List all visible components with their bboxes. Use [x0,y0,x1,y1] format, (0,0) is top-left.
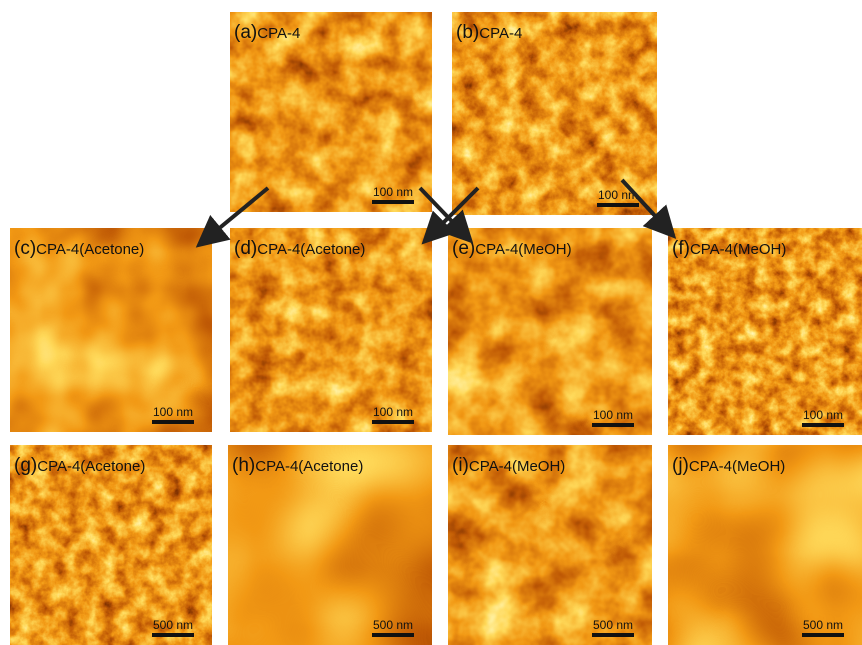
panel: (j)CPA-4(MeOH) 500 nm [668,445,862,645]
panel-label: (b)CPA-4 [456,22,522,43]
panel-letter: (g) [14,455,37,476]
panel-title: CPA-4 [479,25,522,42]
panel-title: CPA-4(MeOH) [690,241,786,258]
afm-image [230,12,432,212]
afm-image [448,445,652,645]
afm-image [228,445,432,645]
panel-letter: (a) [234,22,257,43]
panel-letter: (i) [452,455,469,476]
afm-image [230,228,432,432]
panel-letter: (j) [672,455,689,476]
scale-label: 500 nm [153,618,193,632]
panel-label: (e)CPA-4(MeOH) [452,238,572,259]
panel: (c)CPA-4(Acetone) 100 nm [10,228,212,432]
panel-title: CPA-4(Acetone) [36,241,144,258]
panel: (g)CPA-4(Acetone) 500 nm [10,445,212,645]
scale-label: 500 nm [373,618,413,632]
panel-letter: (e) [452,238,475,259]
afm-image [448,228,652,435]
scale-label: 100 nm [803,408,843,422]
scale-label: 500 nm [803,618,843,632]
scale-label: 100 nm [373,405,413,419]
scale-label: 500 nm [593,618,633,632]
panel-letter: (d) [234,238,257,259]
afm-image [10,445,212,645]
panel-title: CPA-4(Acetone) [257,241,365,258]
afm-image [10,228,212,432]
scale-label: 100 nm [593,408,633,422]
panel-label: (f)CPA-4(MeOH) [672,238,786,259]
afm-image [668,445,862,645]
panel-letter: (h) [232,455,255,476]
scale-label: 100 nm [153,405,193,419]
panel-letter: (f) [672,238,690,259]
panel: (f)CPA-4(MeOH) 100 nm [668,228,862,435]
panel-label: (g)CPA-4(Acetone) [14,455,145,476]
panel: (d)CPA-4(Acetone) 100 nm [230,228,432,432]
panel: (e)CPA-4(MeOH) 100 nm [448,228,652,435]
panel: (a)CPA-4 100 nm [230,12,432,212]
figure: (a)CPA-4100 nm(b)CPA-4100 nm(c)CPA-4(Ace… [0,0,862,645]
panel-title: CPA-4(Acetone) [255,458,363,475]
panel-label: (a)CPA-4 [234,22,300,43]
afm-image [668,228,862,435]
panel-label: (c)CPA-4(Acetone) [14,238,144,259]
panel-label: (i)CPA-4(MeOH) [452,455,565,476]
scale-label: 100 nm [373,185,413,199]
panel-letter: (b) [456,22,479,43]
panel-letter: (c) [14,238,36,259]
panel-title: CPA-4 [257,25,300,42]
panel-label: (d)CPA-4(Acetone) [234,238,365,259]
panel-title: CPA-4(MeOH) [475,241,571,258]
panel-title: CPA-4(MeOH) [469,458,565,475]
panel-label: (j)CPA-4(MeOH) [672,455,785,476]
panel-title: CPA-4(MeOH) [689,458,785,475]
panel-label: (h)CPA-4(Acetone) [232,455,363,476]
panel: (i)CPA-4(MeOH) 500 nm [448,445,652,645]
panel-title: CPA-4(Acetone) [37,458,145,475]
panel: (h)CPA-4(Acetone) 500 nm [228,445,432,645]
